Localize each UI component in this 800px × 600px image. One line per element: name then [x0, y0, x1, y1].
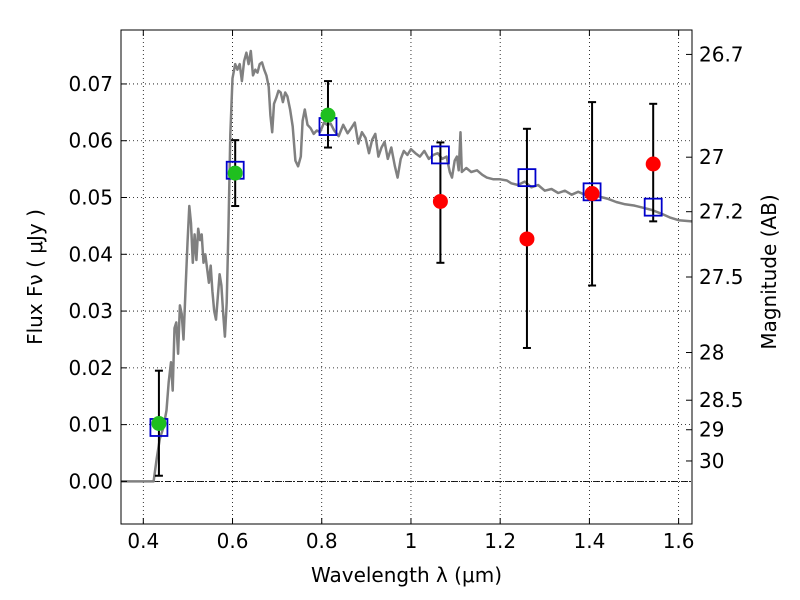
y-tick-label: 0.06 — [68, 129, 113, 153]
data-point-marker — [432, 193, 448, 209]
data-point-marker — [151, 415, 167, 431]
data-point-marker — [645, 156, 661, 172]
y-tick-label: 0.03 — [68, 299, 113, 323]
axis-ticks — [121, 30, 692, 524]
magnitude-tick-labels: 26.7 27 27.2 27.5 28 28.5 29 30 — [699, 42, 744, 473]
plot-frame — [120, 29, 693, 525]
x-tick-label: 0.8 — [306, 529, 338, 553]
data-point-marker — [320, 107, 336, 123]
data-point-marker — [584, 186, 600, 202]
y-axis-label: Flux Fν ( μJy ) — [23, 209, 47, 345]
y-tick-labels: 0.00 0.01 0.02 0.03 0.04 0.05 0.06 0.07 — [68, 72, 113, 493]
data-point-marker — [227, 165, 243, 181]
magnitude-tick-label: 27.5 — [699, 265, 744, 289]
magnitude-tick-label: 28.5 — [699, 388, 744, 412]
observed-photometry-points — [151, 107, 661, 431]
x-tick-label: 1.2 — [484, 529, 516, 553]
model-photometry-squares — [149, 117, 663, 437]
magnitude-tick-label: 27 — [699, 145, 724, 169]
y-tick-label: 0.07 — [68, 72, 113, 96]
magnitude-axis-label: Magnitude (AB) — [757, 194, 781, 349]
y-tick-label: 0.02 — [68, 356, 113, 380]
x-tick-label: 0.6 — [217, 529, 249, 553]
x-tick-label: 1 — [405, 529, 418, 553]
magnitude-tick-label: 27.2 — [699, 200, 744, 224]
model-square-marker — [643, 197, 663, 217]
model-spectrum — [121, 49, 693, 483]
magnitude-tick-label: 29 — [699, 418, 724, 442]
model-square-marker — [431, 145, 450, 165]
y-tick-label: 0.01 — [68, 413, 113, 437]
y-tick-label: 0.05 — [68, 186, 113, 210]
spectrum-line — [121, 49, 693, 483]
data-point-marker — [519, 231, 535, 247]
x-tick-label: 1.6 — [663, 529, 695, 553]
y-tick-label: 0.04 — [68, 242, 113, 266]
x-tick-labels: 0.4 0.6 0.8 1 1.2 1.4 1.6 — [127, 529, 694, 553]
x-axis-label: Wavelength λ (μm) — [311, 563, 502, 587]
x-tick-label: 0.4 — [127, 529, 159, 553]
model-square-marker — [517, 168, 537, 188]
x-tick-label: 1.4 — [573, 529, 605, 553]
magnitude-tick-label: 30 — [699, 449, 724, 473]
magnitude-tick-label: 28 — [699, 341, 724, 365]
y-tick-label: 0.00 — [68, 469, 113, 493]
magnitude-tick-label: 26.7 — [699, 42, 744, 66]
grid-lines — [121, 30, 692, 524]
